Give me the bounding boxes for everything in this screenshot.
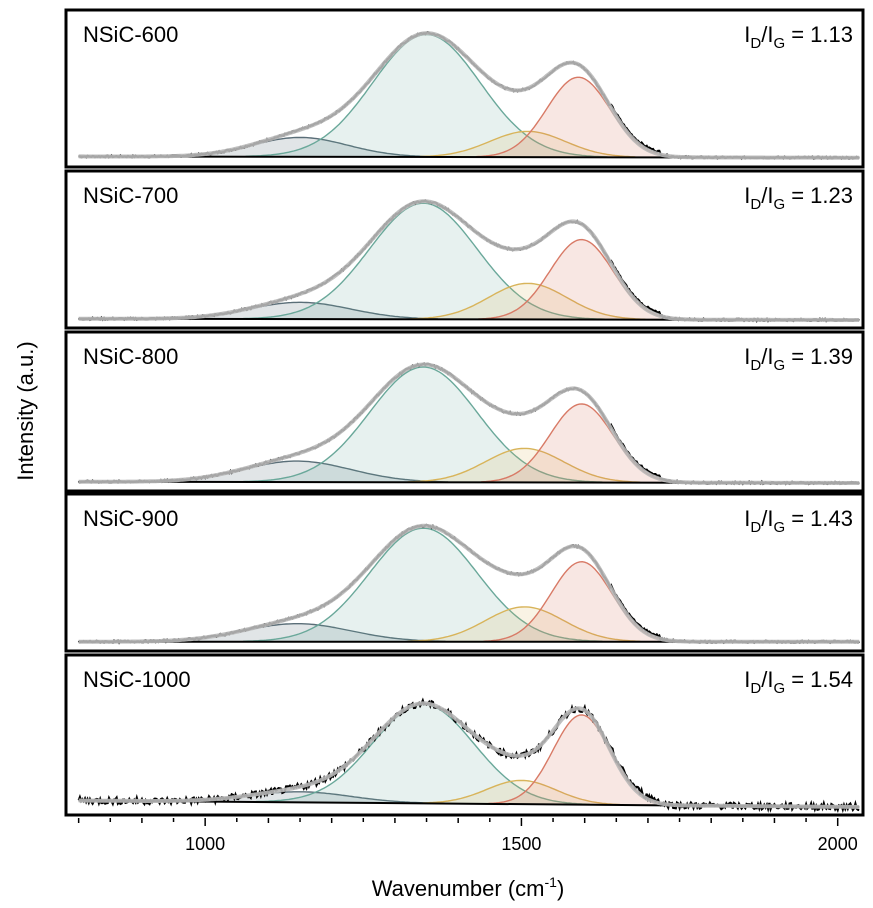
panel-frame [64, 330, 865, 493]
fit-envelope [78, 362, 860, 485]
panel-3: NSiC-800 ID/IG = 1.39 [64, 330, 865, 493]
id-ig-ratio-label: ID/IG = 1.39 [744, 344, 853, 374]
component-D-curve [243, 527, 603, 642]
fit-envelope [78, 31, 860, 160]
component-D-area [245, 34, 608, 158]
component-band_1150-area [147, 461, 449, 483]
panels-layer: NSiC-600 ID/IG = 1.13 NSiC-700 ID/IG = 1.23… [64, 8, 865, 817]
component-G-area [478, 239, 684, 320]
panel-frame [64, 169, 865, 330]
fit-envelope [78, 523, 860, 644]
component-D3-area [422, 780, 621, 805]
component-band_1150-area [169, 137, 431, 157]
x-tick-label: 1000 [185, 834, 225, 854]
component-D3-curve [407, 447, 641, 483]
x-axis-title: Wavenumber (cm-1) [372, 874, 565, 901]
component-G-area [483, 561, 679, 642]
panel-2: NSiC-700 ID/IG = 1.23 [64, 169, 865, 330]
component-D-curve [243, 366, 603, 483]
component-D3-curve [407, 606, 641, 642]
panel-4: NSiC-900 ID/IG = 1.43 [64, 492, 865, 653]
component-D3-curve [420, 130, 636, 158]
component-band_1150-area [149, 623, 446, 642]
id-ig-ratio-label: ID/IG = 1.13 [744, 22, 853, 52]
sample-label: NSiC-1000 [83, 667, 191, 692]
panel-frame [64, 653, 865, 817]
x-tick-label: 1500 [501, 834, 541, 854]
panel-frame [64, 8, 865, 169]
panel-1: NSiC-600 ID/IG = 1.13 [64, 8, 865, 169]
sample-label: NSiC-900 [83, 506, 178, 531]
id-ig-ratio-label: ID/IG = 1.23 [744, 183, 853, 213]
id-ig-ratio-label: ID/IG = 1.43 [744, 506, 853, 536]
sample-label: NSiC-600 [83, 22, 178, 47]
y-axis-title: Intensity (a.u.) [13, 341, 38, 480]
fit-envelope [78, 701, 860, 809]
sample-label: NSiC-800 [83, 344, 178, 369]
panel-5: NSiC-1000 ID/IG = 1.54 [64, 653, 865, 817]
component-D3-area [407, 448, 641, 483]
component-D-area [255, 704, 590, 805]
fit-envelope [78, 199, 860, 322]
x-axis: 1000 1500 2000 [77, 818, 858, 854]
sample-label: NSiC-700 [83, 183, 178, 208]
component-D3-curve [410, 282, 646, 320]
panel-frame [64, 492, 865, 653]
component-D3-curve [422, 779, 621, 806]
component-D3-area [420, 131, 636, 158]
x-tick-label: 2000 [818, 834, 858, 854]
id-ig-ratio-label: ID/IG = 1.54 [744, 667, 853, 697]
component-D3-area [407, 606, 641, 642]
